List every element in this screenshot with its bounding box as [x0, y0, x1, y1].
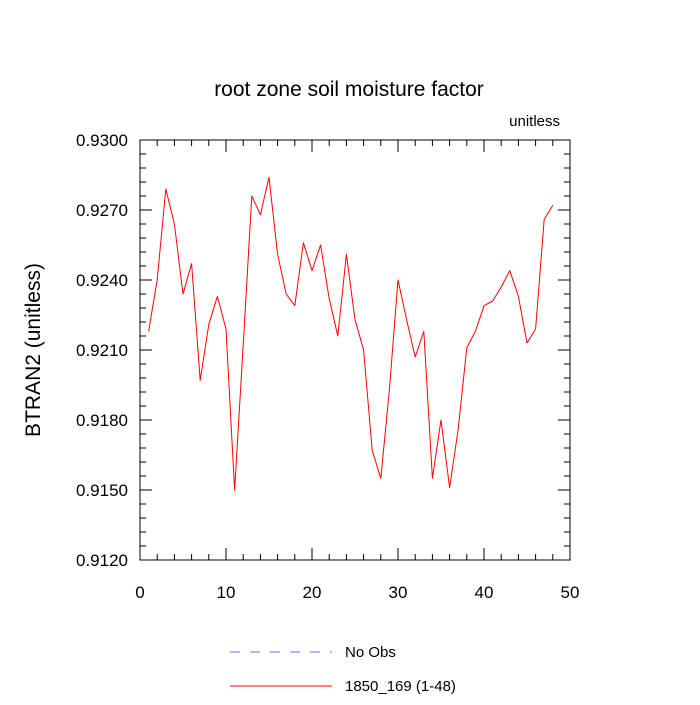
y-tick-label: 0.9300 — [76, 131, 128, 150]
legend-label: 1850_169 (1-48) — [345, 678, 456, 695]
series-layer — [148, 176, 554, 491]
y-tick-label: 0.9180 — [76, 411, 128, 430]
y-tick-label: 0.9150 — [76, 481, 128, 500]
x-tick-label: 40 — [475, 583, 494, 602]
x-tick-label: 0 — [135, 583, 144, 602]
y-tick-label: 0.9120 — [76, 551, 128, 570]
x-tick-label: 50 — [561, 583, 580, 602]
units-label: unitless — [509, 113, 560, 130]
x-tick-label: 10 — [217, 583, 236, 602]
chart-title: root zone soil moisture factor — [214, 78, 484, 101]
y-axis-label: BTRAN2 (unitless) — [22, 263, 45, 437]
x-tick-label: 20 — [303, 583, 322, 602]
series-line — [148, 176, 554, 491]
x-tick-label: 30 — [389, 583, 408, 602]
axes-layer: 0 10 20 30 40 50 0.9120 0.9150 0.9180 0.9210 0.924… — [76, 131, 579, 602]
y-tick-label: 0.9270 — [76, 201, 128, 220]
legend: No Obs 1850_169 (1-48) — [230, 644, 456, 695]
y-tick-label: 0.9210 — [76, 341, 128, 360]
y-tick-label: 0.9240 — [76, 271, 128, 290]
legend-label: No Obs — [345, 644, 396, 661]
